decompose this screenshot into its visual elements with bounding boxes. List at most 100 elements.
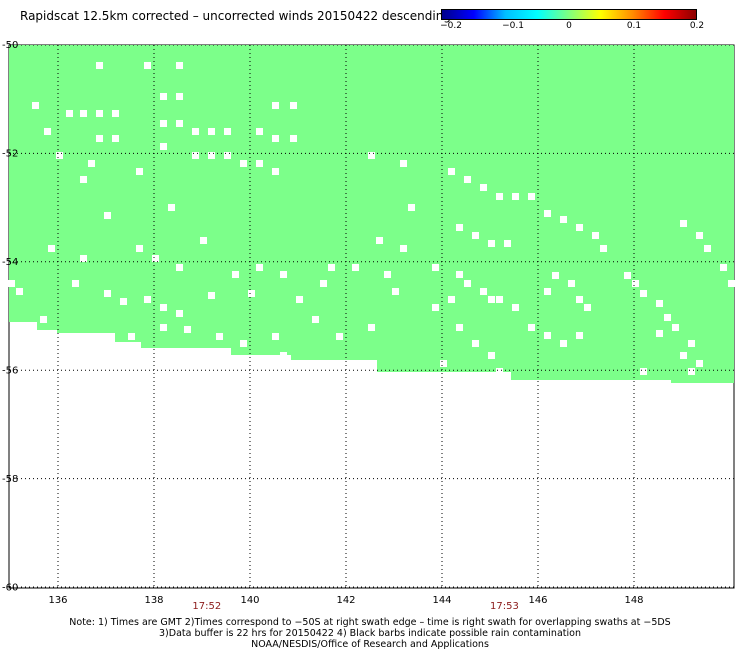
- colorbar-tick-label: −0.2: [440, 21, 462, 31]
- missing-data-cell: [56, 152, 63, 159]
- missing-data-cell: [328, 264, 335, 271]
- missing-data-cell: [640, 368, 647, 375]
- missing-data-cell: [448, 168, 455, 175]
- longitude-label: 140: [240, 595, 259, 606]
- colorbar-tick-label: 0.1: [626, 21, 642, 31]
- missing-data-cell: [448, 296, 455, 303]
- missing-data-cell: [696, 232, 703, 239]
- missing-data-cell: [376, 237, 383, 244]
- longitude-label: 138: [144, 595, 163, 606]
- missing-data-cell: [392, 288, 399, 295]
- missing-data-cell: [208, 152, 215, 159]
- missing-data-cell: [544, 288, 551, 295]
- missing-data-cell: [680, 220, 687, 227]
- missing-data-cell: [72, 280, 79, 287]
- missing-data-cell: [48, 245, 55, 252]
- missing-data-cell: [208, 128, 215, 135]
- missing-data-cell: [352, 264, 359, 271]
- missing-data-cell: [96, 110, 103, 117]
- missing-data-cell: [496, 368, 503, 375]
- missing-data-cell: [96, 62, 103, 69]
- missing-data-cell: [104, 290, 111, 297]
- missing-data-cell: [696, 360, 703, 367]
- color-scale-bar: [441, 9, 697, 20]
- missing-data-cell: [400, 245, 407, 252]
- missing-data-cell: [224, 152, 231, 159]
- missing-data-cell: [176, 120, 183, 127]
- missing-data-cell: [160, 93, 167, 100]
- missing-data-cell: [544, 332, 551, 339]
- missing-data-cell: [576, 296, 583, 303]
- latitude-label: -60: [2, 583, 18, 594]
- missing-data-cell: [256, 160, 263, 167]
- missing-data-cell: [66, 110, 73, 117]
- swath-area: [9, 45, 734, 383]
- missing-data-cell: [528, 193, 535, 200]
- missing-data-cell: [560, 216, 567, 223]
- missing-data-cell: [368, 152, 375, 159]
- missing-data-cell: [112, 110, 119, 117]
- missing-data-cell: [456, 324, 463, 331]
- missing-data-cell: [560, 340, 567, 347]
- missing-data-cell: [80, 110, 87, 117]
- missing-data-cell: [592, 232, 599, 239]
- missing-data-cell: [136, 245, 143, 252]
- missing-data-cell: [656, 330, 663, 337]
- footnote-line-2: 3)Data buffer is 22 hrs for 20150422 4) …: [159, 628, 581, 639]
- missing-data-cell: [256, 128, 263, 135]
- missing-data-cell: [488, 296, 495, 303]
- missing-data-cell: [16, 288, 23, 295]
- missing-data-cell: [40, 316, 47, 323]
- missing-data-cell: [384, 271, 391, 278]
- latitude-label: -56: [2, 366, 18, 377]
- longitude-label: 142: [336, 595, 355, 606]
- missing-data-cell: [192, 128, 199, 135]
- missing-data-cell: [120, 298, 127, 305]
- missing-data-cell: [728, 280, 735, 287]
- missing-data-cell: [160, 324, 167, 331]
- missing-data-cell: [688, 340, 695, 347]
- missing-data-cell: [184, 326, 191, 333]
- missing-data-cell: [168, 204, 175, 211]
- missing-data-cell: [88, 160, 95, 167]
- missing-data-cell: [496, 296, 503, 303]
- missing-data-cell: [80, 255, 87, 262]
- swath-time-label: 17:52: [192, 601, 221, 610]
- missing-data-cell: [80, 176, 87, 183]
- longitude-label: 148: [624, 595, 643, 606]
- missing-data-cell: [160, 120, 167, 127]
- missing-data-cell: [200, 237, 207, 244]
- missing-data-cell: [624, 272, 631, 279]
- missing-data-cell: [576, 224, 583, 231]
- missing-data-cell: [496, 193, 503, 200]
- missing-data-cell: [104, 212, 111, 219]
- missing-data-cell: [680, 352, 687, 359]
- colorbar-tick-label: −0.1: [502, 21, 524, 31]
- missing-data-cell: [44, 128, 51, 135]
- missing-data-cell: [704, 245, 711, 252]
- missing-data-cell: [576, 332, 583, 339]
- missing-data-cell: [720, 264, 727, 271]
- missing-data-cell: [296, 296, 303, 303]
- missing-data-cell: [544, 210, 551, 217]
- missing-data-cell: [632, 280, 639, 287]
- missing-data-cell: [152, 255, 159, 262]
- missing-data-cell: [512, 304, 519, 311]
- missing-data-cell: [432, 264, 439, 271]
- missing-data-cell: [504, 240, 511, 247]
- missing-data-cell: [224, 128, 231, 135]
- missing-data-cell: [640, 290, 647, 297]
- missing-data-cell: [256, 264, 263, 271]
- missing-data-cell: [488, 240, 495, 247]
- missing-data-cell: [176, 310, 183, 317]
- chart-title: Rapidscat 12.5km corrected – uncorrected…: [20, 9, 451, 23]
- wind-swath: [9, 45, 734, 383]
- missing-data-cells: [8, 62, 735, 375]
- missing-data-cell: [464, 280, 471, 287]
- missing-data-cell: [136, 168, 143, 175]
- missing-data-cell: [312, 316, 319, 323]
- missing-data-cell: [656, 300, 663, 307]
- missing-data-cell: [272, 102, 279, 109]
- missing-data-cell: [528, 324, 535, 331]
- missing-data-cell: [600, 245, 607, 252]
